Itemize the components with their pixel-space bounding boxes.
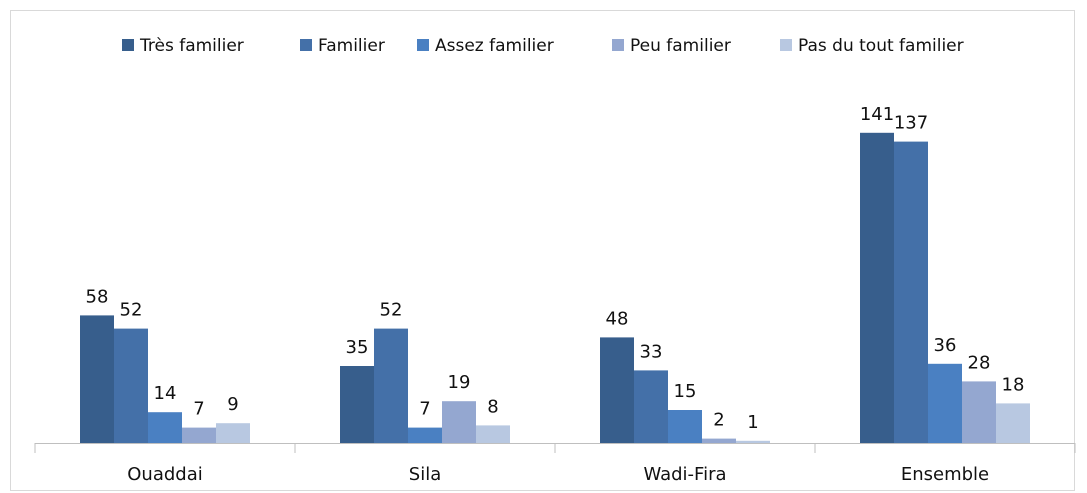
bar (80, 315, 114, 443)
legend-text: Peu familier (630, 36, 731, 56)
legend-swatch (780, 39, 792, 51)
bar (114, 328, 148, 443)
data-label: 58 (86, 286, 109, 307)
data-label: 141 (860, 104, 894, 125)
bar (928, 363, 962, 443)
data-label: 33 (640, 341, 663, 362)
data-label: 48 (606, 308, 629, 329)
legend-swatch (417, 39, 429, 51)
x-tick-label: Sila (409, 464, 441, 485)
bar (702, 438, 736, 443)
bar (216, 423, 250, 443)
bar (962, 381, 996, 443)
bar (736, 440, 770, 443)
bar (374, 328, 408, 443)
bar (340, 366, 374, 443)
data-label: 19 (448, 372, 471, 393)
data-label: 36 (934, 335, 957, 356)
bar (894, 141, 928, 443)
legend-swatch (122, 39, 134, 51)
legend-text: Familier (318, 36, 385, 56)
x-tick-label: Ensemble (901, 464, 989, 485)
data-label: 7 (419, 399, 430, 420)
data-label: 15 (674, 381, 697, 402)
bar (860, 132, 894, 444)
bar (148, 412, 182, 443)
bar (442, 401, 476, 443)
x-tick-label: Wadi-Fira (643, 464, 726, 485)
legend-text: Assez familier (435, 36, 554, 56)
bar (408, 427, 442, 443)
bar (668, 410, 702, 443)
bar (476, 425, 510, 443)
data-label: 52 (120, 300, 143, 321)
bar (600, 337, 634, 443)
legend-swatch (612, 39, 624, 51)
legend-text: Très familier (139, 36, 244, 56)
data-label: 18 (1002, 374, 1025, 395)
x-tick-label: Ouaddai (127, 464, 203, 485)
data-label: 2 (713, 410, 724, 431)
bar (634, 370, 668, 443)
data-label: 9 (227, 394, 238, 415)
data-label: 1 (747, 412, 758, 433)
legend-text: Pas du tout familier (798, 36, 964, 56)
data-label: 35 (346, 337, 369, 358)
data-label: 7 (193, 399, 204, 420)
data-label: 28 (968, 352, 991, 373)
data-label: 52 (380, 300, 403, 321)
bar (996, 403, 1030, 443)
data-label: 14 (154, 383, 177, 404)
legend-swatch (300, 39, 312, 51)
data-label: 8 (487, 396, 498, 417)
bar (182, 427, 216, 443)
data-label: 137 (894, 113, 928, 134)
